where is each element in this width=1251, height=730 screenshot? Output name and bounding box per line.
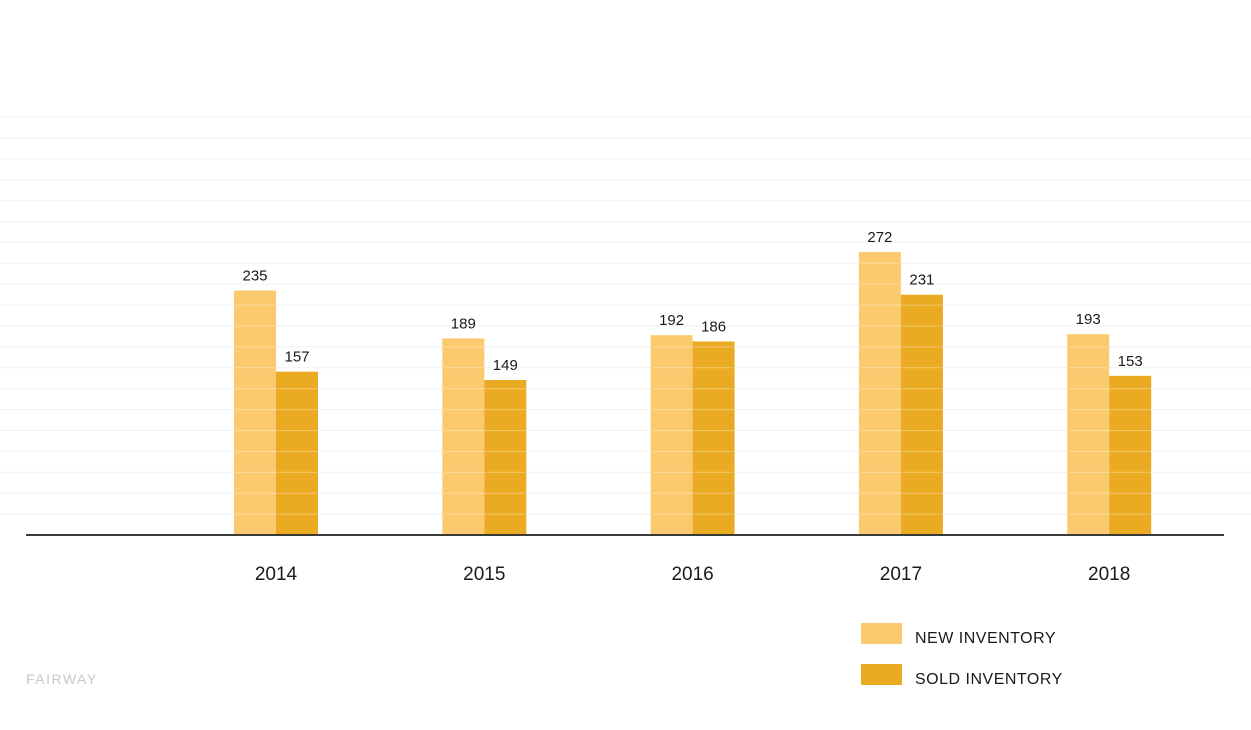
value-label-sold-2017: 231 <box>909 272 934 289</box>
bar-sold-2016 <box>692 341 735 535</box>
legend-label-new-inventory: NEW INVENTORY <box>915 630 1056 647</box>
legend: NEW INVENTORY SOLD INVENTORY <box>861 623 1063 688</box>
x-tick-label-2018: 2018 <box>1088 564 1130 585</box>
value-label-new-2018: 193 <box>1076 311 1101 328</box>
category-labels: 2014 2015 2016 2017 2018 <box>255 564 1130 585</box>
bar-sold-2015 <box>484 380 527 535</box>
value-label-new-2016: 192 <box>659 312 684 329</box>
value-labels: 235 157 189 149 192 186 272 231 193 153 <box>242 229 1142 374</box>
grid <box>0 116 1251 515</box>
bar-new-2015 <box>442 338 485 535</box>
value-label-new-2014: 235 <box>242 268 267 285</box>
value-label-sold-2016: 186 <box>701 319 726 336</box>
legend-swatch-sold-inventory <box>861 664 902 685</box>
bar-new-2018 <box>1067 334 1110 535</box>
x-tick-label-2014: 2014 <box>255 564 298 585</box>
value-label-sold-2018: 153 <box>1118 353 1143 370</box>
value-label-sold-2014: 157 <box>284 349 309 366</box>
legend-swatch-new-inventory <box>861 623 902 644</box>
value-label-new-2017: 272 <box>867 229 892 246</box>
legend-label-sold-inventory: SOLD INVENTORY <box>915 671 1063 688</box>
brand-logo-text: FAIRWAY <box>26 671 98 687</box>
bar-sold-2014 <box>276 371 318 535</box>
x-tick-label-2015: 2015 <box>463 564 505 585</box>
bar-new-2017 <box>858 252 901 535</box>
bar-new-2016 <box>650 335 693 535</box>
bar-sold-2017 <box>900 294 943 535</box>
x-tick-label-2016: 2016 <box>671 564 713 585</box>
x-tick-label-2017: 2017 <box>880 564 922 585</box>
value-label-sold-2015: 149 <box>493 357 518 374</box>
bars <box>234 252 1152 535</box>
bar-new-2014 <box>234 290 276 535</box>
value-label-new-2015: 189 <box>451 315 476 332</box>
bar-sold-2018 <box>1109 375 1152 535</box>
